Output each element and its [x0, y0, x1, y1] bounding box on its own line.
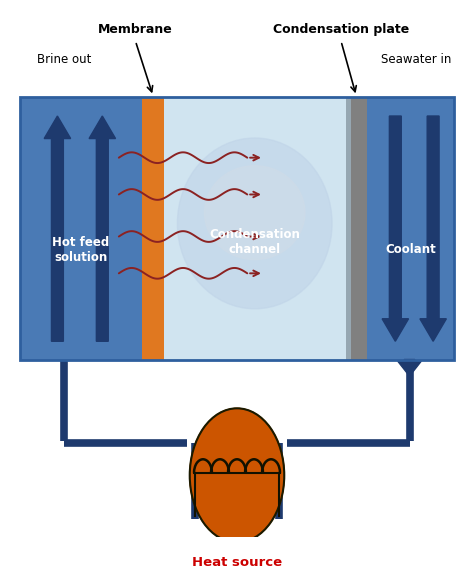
- Bar: [164, 97, 346, 360]
- Text: Condensation plate: Condensation plate: [273, 23, 409, 36]
- Ellipse shape: [190, 408, 284, 542]
- Bar: [19, 97, 455, 360]
- Polygon shape: [44, 116, 71, 341]
- Bar: [143, 97, 164, 360]
- Ellipse shape: [204, 166, 305, 260]
- Text: Membrane: Membrane: [98, 23, 173, 36]
- Text: Heat source: Heat source: [192, 556, 282, 566]
- Bar: [19, 97, 455, 360]
- Polygon shape: [89, 116, 116, 341]
- Polygon shape: [420, 116, 447, 341]
- Ellipse shape: [177, 138, 332, 309]
- Text: Coolant: Coolant: [385, 243, 436, 256]
- Text: Brine out: Brine out: [37, 53, 91, 66]
- Bar: [346, 97, 351, 360]
- Text: Condensation
channel: Condensation channel: [210, 228, 300, 256]
- Polygon shape: [398, 359, 421, 376]
- Bar: [346, 97, 367, 360]
- Text: Seawater in: Seawater in: [382, 53, 452, 66]
- Text: Hot feed
solution: Hot feed solution: [53, 235, 109, 264]
- Polygon shape: [382, 116, 409, 341]
